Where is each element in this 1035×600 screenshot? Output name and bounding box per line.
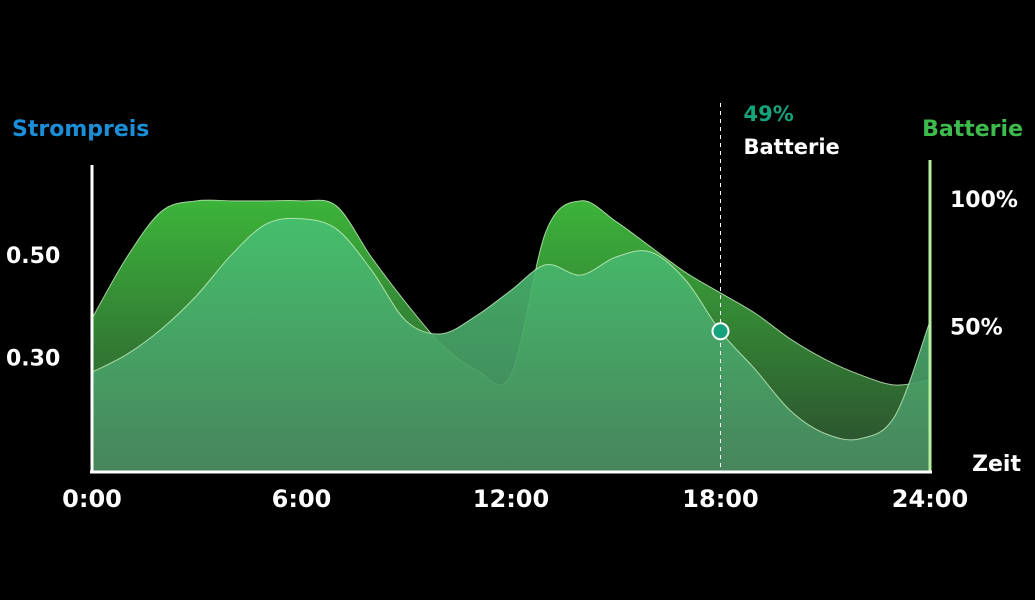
annotation-text: Batterie [744, 135, 840, 159]
y2-axis-title: Batterie [922, 117, 1023, 142]
y2-tick-label: 50% [950, 316, 1003, 341]
x-tick-label: 18:00 [682, 485, 758, 513]
y-axis-title: Strompreis [12, 117, 149, 142]
y-tick-label: 0.50 [6, 244, 60, 269]
y-tick-label: 0.30 [6, 346, 60, 371]
y2-tick-label: 100% [950, 188, 1018, 213]
x-tick-label: 12:00 [473, 485, 549, 513]
annotation-marker [711, 322, 730, 341]
x-tick-label: 24:00 [892, 485, 968, 513]
x-axis-title: Zeit [972, 452, 1021, 477]
line [91, 217, 931, 441]
x-tick-label: 6:00 [272, 485, 332, 513]
annotation-value: 49% [744, 102, 794, 126]
x-tick-label: 0:00 [62, 485, 122, 513]
